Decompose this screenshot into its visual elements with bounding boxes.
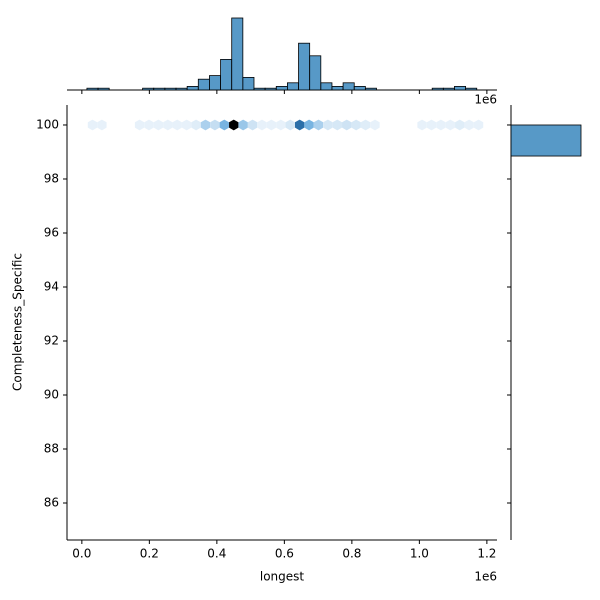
hexbin-cell (257, 119, 267, 131)
hexbin-cell (144, 119, 154, 131)
hexbin-cell (417, 119, 427, 131)
hexbin-cell (426, 119, 437, 131)
marginal-x-bar (153, 87, 166, 91)
marginal-x-bar (220, 59, 233, 91)
marginal-x-bar (86, 87, 99, 91)
hexbin-cell (97, 119, 107, 131)
hexbin-cell (181, 119, 192, 131)
y-tick-label: 98 (44, 171, 59, 185)
hexbin-cell (163, 119, 173, 131)
x-offset-label: 1e6 (474, 570, 497, 584)
hexbin-cell (134, 119, 145, 131)
hexbin-cell (332, 119, 342, 131)
marginal-x-bar (364, 87, 377, 91)
hexbin-cell (294, 119, 305, 131)
x-tick-label: 1.0 (410, 547, 429, 561)
y-axis-label: Completeness_Specific (11, 253, 25, 391)
hexbin-cell (238, 119, 248, 131)
x-offset-label: 1e6 (474, 93, 497, 107)
hexbin-cell (360, 119, 371, 131)
hexbin-cell (351, 119, 361, 131)
hexbin-cell (304, 119, 314, 131)
hexbin-cell (285, 119, 295, 131)
x-tick-label: 1.2 (477, 547, 496, 561)
marginal-x-bar (342, 82, 355, 91)
marginal-x-bar (142, 87, 155, 91)
hexbin-cell (455, 119, 465, 131)
marginal-x-bar (353, 86, 366, 91)
marginal-x-bar (431, 87, 444, 91)
marginal-x-bar (242, 77, 255, 91)
marginal-x-bar (197, 78, 210, 91)
hexbin-cell (229, 119, 239, 131)
hexbin-cell (323, 119, 333, 131)
hexbin-cell (210, 119, 220, 131)
hexbin-cell (200, 119, 211, 131)
y-tick-label: 94 (44, 279, 59, 293)
hexbin-cell (87, 119, 98, 131)
marginal-x-bar (209, 75, 221, 91)
marginal-x-bar (287, 82, 299, 91)
marginal-x-bar (186, 86, 199, 91)
y-tick-label: 100 (36, 117, 59, 131)
hexbin-cell (436, 119, 446, 131)
x-tick-label: 0.6 (275, 547, 294, 561)
hexbin-cell (276, 119, 286, 131)
marginal-x-bar (175, 87, 188, 91)
marginal-x-bar (275, 86, 288, 91)
marginal-x-bar (97, 87, 110, 91)
y-tick-label: 92 (44, 333, 59, 347)
y-tick-label: 96 (44, 225, 59, 239)
hexbin-cell (153, 119, 164, 131)
marginal-x-bar (320, 82, 333, 91)
x-tick-label: 0.4 (207, 547, 226, 561)
marginal-x-bar (465, 87, 478, 91)
hexbin-cell (313, 119, 324, 131)
marginal-x-bar (442, 87, 455, 91)
marginal-x-bar (298, 42, 311, 91)
marginal-x-bar (454, 86, 467, 91)
x-tick-label: 0.8 (342, 547, 361, 561)
marginal-x-bar (331, 86, 344, 91)
x-tick-label: 0.0 (72, 547, 91, 561)
y-tick-label: 86 (44, 496, 59, 510)
hexbin-cell (219, 119, 229, 131)
x-axis-label: longest (260, 570, 305, 584)
marginal-y-bar (510, 124, 582, 157)
hexbin-cell (266, 119, 277, 131)
hexbin-cell (191, 119, 201, 131)
hexbin-cell (247, 119, 258, 131)
marginal-x-bar (309, 55, 322, 91)
marginal-x-bar (264, 87, 277, 91)
x-tick-label: 0.2 (140, 547, 159, 561)
marginal-x-bar (231, 17, 244, 91)
y-tick-label: 90 (44, 388, 59, 402)
marginal-x-bar (164, 87, 177, 91)
marginal-x-bar (253, 87, 266, 91)
y-tick-label: 88 (44, 442, 59, 456)
hexbin-cell (445, 119, 455, 131)
hexbin-cell (370, 119, 380, 131)
hexbin-cell (342, 119, 352, 131)
hexbin-cell (473, 119, 484, 131)
hexbin-cell (172, 119, 182, 131)
hexbin-cell (464, 119, 474, 131)
